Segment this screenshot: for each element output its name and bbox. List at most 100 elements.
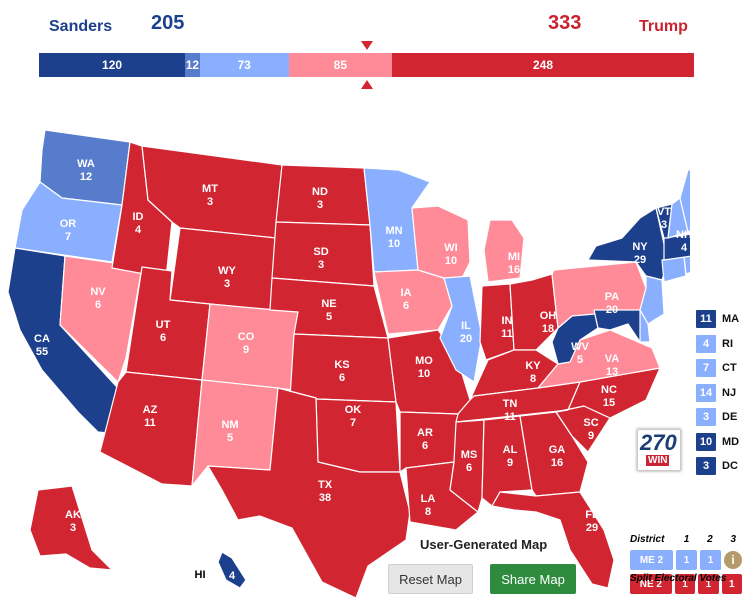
state-label-IA: IA [401, 287, 412, 299]
state-OR[interactable] [14, 181, 123, 263]
state-ev-NM: 5 [227, 432, 233, 444]
small-state-ev[interactable]: 3 [695, 407, 717, 428]
state-WI[interactable] [411, 205, 471, 279]
small-state-row-DC[interactable]: 3 DC [695, 454, 739, 479]
right-candidate-total: 333 [548, 12, 582, 34]
state-ev-NE: 5 [326, 311, 332, 323]
state-ME[interactable] [679, 166, 690, 233]
small-state-ev[interactable]: 14 [695, 382, 717, 403]
me-district-2[interactable]: 1 [700, 550, 721, 570]
state-ev-AL: 9 [507, 457, 513, 469]
state-label-WI: WI [444, 242, 457, 254]
midpoint-marker-top [361, 41, 373, 50]
small-state-abbr: MA [722, 313, 740, 326]
state-label-OK: OK [345, 404, 362, 416]
small-state-abbr: RI [722, 337, 733, 350]
district-header: District [630, 533, 665, 545]
small-state-row-DE[interactable]: 3 DE [695, 405, 739, 430]
district-col-1: 1 [683, 533, 690, 545]
small-state-row-CT[interactable]: 7 CT [695, 356, 739, 381]
ne-district-label[interactable]: NE 2 [630, 574, 672, 594]
state-label-IN: IN [502, 315, 513, 327]
small-state-ev[interactable]: 3 [695, 456, 717, 477]
state-label-MN: MN [385, 225, 402, 237]
state-label-PA: PA [605, 291, 620, 303]
state-FL[interactable] [491, 491, 615, 589]
state-label-CA: CA [34, 333, 50, 345]
state-label-VA: VA [605, 353, 620, 365]
small-state-ev[interactable]: 10 [695, 431, 717, 452]
state-ev-AR: 6 [422, 440, 428, 452]
state-ev-AZ: 11 [144, 417, 156, 429]
info-icon[interactable]: i [724, 551, 742, 569]
state-label-KS: KS [334, 359, 349, 371]
small-state-abbr: DC [722, 460, 738, 473]
small-state-ev[interactable]: 4 [695, 333, 717, 354]
state-ev-NC: 15 [603, 397, 615, 409]
logo-number: 270 [640, 430, 677, 455]
state-NY[interactable] [587, 207, 669, 281]
state-label-LA: LA [421, 493, 436, 505]
share-map-button[interactable]: Share Map [490, 564, 576, 594]
state-DE[interactable] [639, 309, 651, 343]
right-candidate-name: Trump [639, 18, 688, 35]
small-state-row-MD[interactable]: 10 MD [695, 430, 739, 455]
state-MA[interactable] [663, 233, 690, 261]
state-ev-KS: 6 [339, 372, 345, 384]
state-ev-IL: 20 [460, 333, 472, 345]
state-ev-GA: 16 [551, 457, 563, 469]
state-ev-OR: 7 [65, 231, 71, 243]
state-label-MS: MS [461, 449, 478, 461]
district-col-3: 3 [730, 533, 737, 545]
small-state-abbr: CT [722, 362, 737, 375]
small-state-row-RI[interactable]: 4 RI [695, 332, 739, 357]
state-label-TX: TX [318, 479, 333, 491]
state-ev-MS: 6 [466, 462, 472, 474]
us-electoral-map[interactable]: WA12OR7CA55NV6ID4MT3WY3UT6AZ11CO9NM5ND3S… [0, 110, 690, 606]
state-ev-WA: 12 [80, 171, 92, 183]
state-label-OR: OR [60, 218, 77, 230]
state-CO[interactable] [201, 303, 299, 391]
state-ev-MN: 10 [388, 238, 400, 250]
state-ev-CO: 9 [243, 344, 249, 356]
state-label-UT: UT [156, 319, 171, 331]
ne-district-2[interactable]: 1 [698, 574, 719, 594]
bar-segment-label: 120 [102, 58, 123, 72]
bar-segment-label: 73 [237, 58, 251, 72]
bar-segment-lean-r: 85 [288, 53, 393, 77]
ne-district-3[interactable]: 1 [721, 574, 742, 594]
small-state-ev[interactable]: 11 [695, 309, 717, 330]
state-label-GA: GA [549, 444, 566, 456]
me-district-label[interactable]: ME 2 [630, 550, 673, 570]
state-label-VT: VT [657, 206, 671, 218]
state-label-FL: FL [585, 509, 599, 521]
reset-map-button[interactable]: Reset Map [388, 564, 473, 594]
state-label-TN: TN [503, 398, 518, 410]
state-ev-HI: 4 [229, 570, 236, 582]
state-ev-MI: 16 [508, 264, 520, 276]
split-votes-footer: Split Electoral Votes [630, 573, 727, 584]
split-electoral-votes: District 1 2 3 ME 2 1 1 i NE 2 1 1 1 [630, 530, 745, 596]
state-ev-PA: 20 [606, 304, 618, 316]
state-ev-SD: 3 [318, 259, 324, 271]
state-AK[interactable] [29, 485, 113, 571]
state-IL[interactable] [439, 275, 483, 383]
state-label-WA: WA [77, 158, 95, 170]
270towin-logo[interactable]: 270 WIN [637, 429, 681, 471]
state-MI[interactable] [483, 219, 525, 283]
state-ev-TX: 38 [319, 492, 331, 504]
state-label-NM: NM [221, 419, 238, 431]
state-IA[interactable] [373, 269, 453, 335]
state-label-AK: AK [65, 509, 81, 521]
small-state-row-NJ[interactable]: 14 NJ [695, 381, 739, 406]
me-district-1[interactable]: 1 [676, 550, 697, 570]
small-state-ev[interactable]: 7 [695, 358, 717, 379]
district-col-2: 2 [707, 533, 713, 545]
state-TX[interactable] [207, 387, 411, 599]
state-ev-NH: 4 [681, 242, 688, 254]
left-candidate-total: 205 [151, 12, 185, 34]
small-state-row-MA[interactable]: 11 MA [695, 307, 739, 332]
ne-district-1[interactable]: 1 [674, 574, 696, 594]
state-HI[interactable] [217, 551, 247, 589]
state-ev-TN: 11 [504, 411, 516, 423]
